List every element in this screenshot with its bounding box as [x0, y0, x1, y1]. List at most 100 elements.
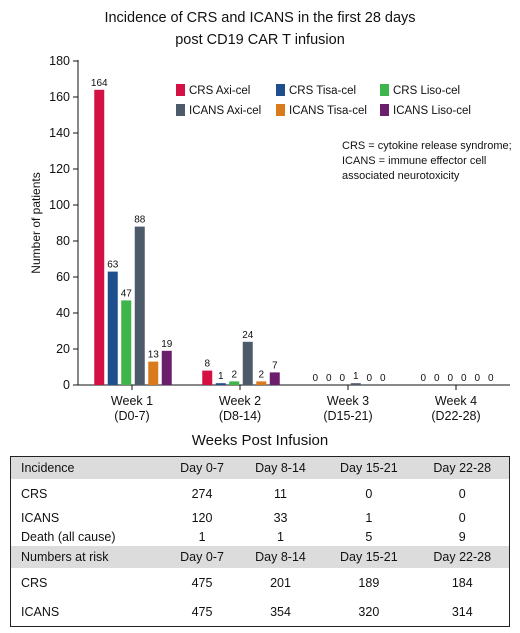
header-cell: Day 22-28 — [415, 456, 510, 479]
table-cell: 33 — [273, 510, 288, 525]
table-cell: 314 — [451, 604, 473, 619]
table-cell: 320 — [358, 604, 380, 619]
legend-item: ICANS Tisa-cel — [276, 104, 367, 117]
legend-swatch — [380, 104, 389, 116]
legend-item: CRS Liso-cel — [380, 84, 460, 97]
bar — [350, 383, 361, 385]
legend-label: CRS Axi-cel — [189, 85, 251, 97]
y-tick-label: 0 — [63, 378, 70, 392]
table-cell: 1 — [365, 510, 373, 525]
header-cell: Incidence — [10, 456, 166, 479]
legend-label: CRS Liso-cel — [393, 85, 461, 97]
bar — [107, 271, 118, 385]
table-cell: 274 — [191, 486, 213, 501]
header-cell: Day 8-14 — [238, 546, 323, 568]
y-axis-title: Number of patients — [29, 172, 43, 273]
bar — [229, 381, 240, 385]
bar — [202, 370, 213, 385]
row-label: ICANS — [21, 510, 60, 525]
x-tick-label: (D15-21) — [323, 409, 372, 423]
header-cell: Day 15-21 — [322, 456, 416, 479]
x-axis-title: Weeks Post Infusion — [191, 432, 329, 449]
y-tick-label: 120 — [49, 162, 70, 176]
data-label: 0 — [434, 373, 440, 384]
data-label: 0 — [488, 373, 494, 384]
header-cell: Numbers at risk — [10, 546, 166, 568]
table-cell: 1 — [277, 529, 284, 544]
data-label: 0 — [447, 373, 453, 384]
legend-swatch — [276, 104, 285, 116]
header-cell: Day 22-28 — [415, 546, 510, 568]
row-label: CRS — [21, 575, 48, 590]
chart-title-line-1: Incidence of CRS and ICANS in the first … — [104, 10, 416, 26]
data-label: 8 — [204, 359, 210, 370]
chart-title-line-2: post CD19 CAR T infusion — [175, 32, 345, 48]
bar — [256, 381, 267, 385]
bar — [161, 350, 172, 385]
bar — [242, 341, 253, 385]
header-cell: Day 0-7 — [165, 546, 239, 568]
incidence-header-row: Incidence Day 0-7 Day 8-14 Day 15-21 Day… — [10, 456, 510, 479]
table-cell: 475 — [191, 604, 213, 619]
table-row: ICANS 120 33 1 0 — [11, 508, 510, 527]
bar — [269, 372, 280, 385]
data-label: 47 — [121, 288, 133, 299]
x-tick-label: Week 2 — [219, 394, 261, 408]
x-tick-label: (D22-28) — [431, 409, 480, 423]
table-cell: 354 — [270, 604, 291, 619]
bar — [148, 361, 159, 385]
data-label: 13 — [148, 350, 160, 361]
y-tick-label: 160 — [49, 90, 70, 104]
data-label: 164 — [91, 78, 108, 89]
table-cell: 9 — [458, 529, 466, 544]
legend-label: CRS Tisa-cel — [289, 85, 357, 97]
table-row: ICANS 475 354 320 314 — [11, 597, 510, 627]
table-row: CRS 274 11 0 0 — [11, 479, 510, 508]
data-label: 24 — [242, 330, 254, 341]
bar — [215, 383, 226, 385]
y-tick-label: 40 — [56, 306, 70, 320]
y-tick-label: 60 — [56, 270, 70, 284]
data-label: 0 — [380, 373, 386, 384]
bar — [94, 89, 105, 386]
data-label: 0 — [420, 373, 426, 384]
data-label: 0 — [326, 373, 332, 384]
row-label: CRS — [21, 486, 48, 501]
table-cell: 11 — [274, 486, 287, 501]
table-cell: 120 — [191, 510, 213, 525]
table-cell: 475 — [191, 575, 213, 590]
legend-label: ICANS Axi-cel — [189, 105, 262, 117]
table-cell: 0 — [365, 486, 373, 501]
risk-header-row: Numbers at risk Day 0-7 Day 8-14 Day 15-… — [10, 546, 510, 568]
data-label: 0 — [474, 373, 480, 384]
data-label: 19 — [161, 339, 173, 350]
y-tick-label: 100 — [49, 198, 70, 212]
table-cell: 0 — [458, 510, 466, 525]
legend-item: ICANS Axi-cel — [176, 104, 261, 117]
data-label: 2 — [231, 369, 237, 380]
y-tick-label: 80 — [56, 234, 70, 248]
legend-swatch — [176, 84, 185, 96]
data-label: 1 — [353, 371, 359, 382]
table-cell: 201 — [270, 575, 291, 590]
legend-item: CRS Axi-cel — [176, 84, 250, 97]
table-row: Death (all cause) 1 1 5 9 — [11, 527, 510, 546]
table-cell: 0 — [458, 486, 466, 501]
data-label: 0 — [339, 373, 345, 384]
header-cell: Day 0-7 — [165, 456, 239, 479]
data-label: 63 — [107, 260, 119, 271]
y-tick-label: 180 — [49, 54, 70, 68]
legend-swatch — [176, 104, 185, 116]
table-row: CRS 475 201 189 184 — [11, 568, 510, 597]
data-label: 0 — [461, 373, 467, 384]
y-tick-label: 140 — [49, 126, 70, 140]
header-cell: Day 8-14 — [238, 456, 323, 479]
data-label: 2 — [258, 369, 264, 380]
x-tick-label: Week 4 — [435, 394, 477, 408]
x-tick-label: (D8-14) — [219, 409, 261, 423]
header-cell: Day 15-21 — [322, 546, 416, 568]
legend-item: CRS Tisa-cel — [276, 84, 356, 97]
incidence-risk-table: Incidence Day 0-7 Day 8-14 Day 15-21 Day… — [10, 456, 510, 627]
row-label: ICANS — [21, 604, 60, 619]
